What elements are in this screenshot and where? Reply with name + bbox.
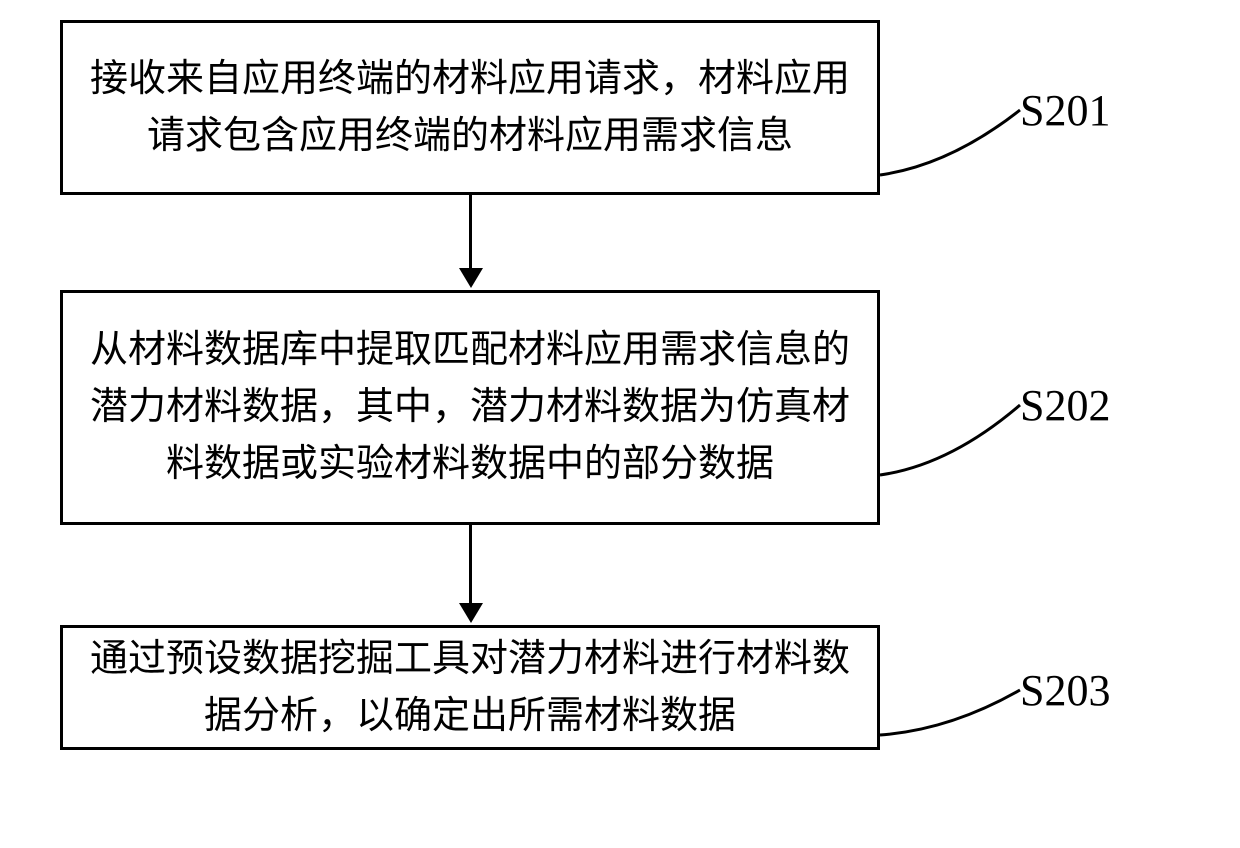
step-label-s202: S202 xyxy=(1020,380,1110,431)
arrow-line-2 xyxy=(469,525,472,605)
arrow-head-1 xyxy=(459,268,483,288)
step-text-s203: 通过预设数据挖掘工具对潜力材料进行材料数据分析，以确定出所需材料数据 xyxy=(83,631,857,745)
step-text-s201: 接收来自应用终端的材料应用请求，材料应用请求包含应用终端的材料应用需求信息 xyxy=(83,51,857,165)
step-label-s201: S201 xyxy=(1020,85,1110,136)
step-box-s203: 通过预设数据挖掘工具对潜力材料进行材料数据分析，以确定出所需材料数据 xyxy=(60,625,880,750)
step-box-s201: 接收来自应用终端的材料应用请求，材料应用请求包含应用终端的材料应用需求信息 xyxy=(60,20,880,195)
arrow-head-2 xyxy=(459,603,483,623)
step-text-s202: 从材料数据库中提取匹配材料应用需求信息的潜力材料数据，其中，潜力材料数据为仿真材… xyxy=(83,322,857,493)
step-box-s202: 从材料数据库中提取匹配材料应用需求信息的潜力材料数据，其中，潜力材料数据为仿真材… xyxy=(60,290,880,525)
step-label-s203: S203 xyxy=(1020,665,1110,716)
arrow-line-1 xyxy=(469,195,472,270)
